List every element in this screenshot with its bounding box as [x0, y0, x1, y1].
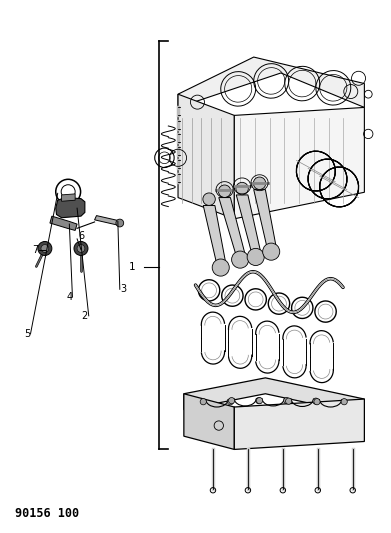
Circle shape [341, 399, 347, 405]
Circle shape [41, 245, 49, 252]
Circle shape [212, 259, 229, 276]
Polygon shape [236, 195, 260, 251]
Circle shape [247, 248, 264, 265]
Circle shape [263, 243, 280, 260]
Polygon shape [234, 108, 364, 219]
Circle shape [285, 398, 292, 405]
Text: 5: 5 [25, 329, 31, 339]
Circle shape [116, 219, 124, 227]
Circle shape [227, 399, 233, 405]
Text: 3: 3 [120, 284, 127, 294]
Circle shape [77, 245, 85, 252]
Circle shape [256, 398, 263, 404]
Polygon shape [234, 399, 364, 449]
Circle shape [200, 399, 206, 405]
Text: 6: 6 [78, 231, 84, 241]
Circle shape [228, 398, 235, 404]
Text: 4: 4 [66, 292, 72, 302]
Polygon shape [254, 190, 276, 245]
Polygon shape [56, 198, 85, 217]
Circle shape [219, 185, 231, 197]
Polygon shape [219, 198, 245, 253]
Polygon shape [61, 194, 75, 201]
Polygon shape [178, 94, 234, 219]
Text: 1: 1 [129, 262, 135, 271]
Polygon shape [95, 216, 120, 225]
Polygon shape [178, 57, 364, 108]
Circle shape [314, 399, 320, 405]
Text: 2: 2 [82, 311, 88, 321]
Polygon shape [184, 378, 364, 415]
Polygon shape [50, 216, 77, 230]
Polygon shape [184, 394, 234, 449]
Circle shape [283, 398, 290, 404]
Circle shape [38, 241, 52, 255]
Circle shape [236, 182, 248, 195]
Circle shape [313, 398, 319, 405]
Polygon shape [203, 206, 225, 261]
Text: 7: 7 [32, 245, 39, 255]
Circle shape [203, 193, 215, 205]
Circle shape [231, 251, 249, 268]
Circle shape [74, 241, 88, 255]
Circle shape [253, 177, 266, 189]
Circle shape [256, 398, 262, 404]
Text: 90156 100: 90156 100 [15, 506, 79, 520]
